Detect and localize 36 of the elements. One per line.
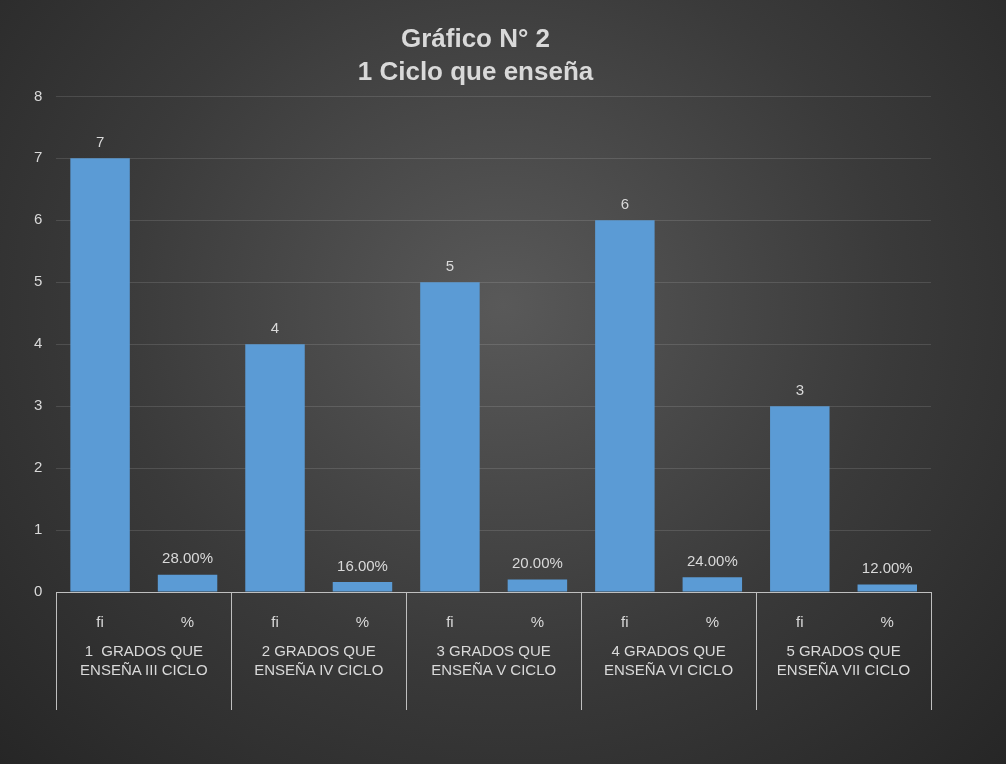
data-label: 28.00% <box>162 549 213 567</box>
y-tick-label: 8 <box>34 86 43 104</box>
chart-subtitle: 1 Ciclo que enseña <box>357 55 594 86</box>
x-tick-label: % <box>880 613 894 631</box>
text: 2 GRADOS QUE ENSEÑA IV CICLO <box>254 641 384 678</box>
x-tick-label: % <box>355 613 370 631</box>
data-label: 20.00% <box>511 554 563 572</box>
y-tick-label: 6 <box>34 210 43 228</box>
x-tick-label: fi <box>271 613 279 631</box>
text: 1 GRADOS QUE ENSEÑA III CICLO <box>80 641 208 678</box>
x-tick-label: % <box>180 613 195 631</box>
text: 3 GRADOS QUE ENSEÑA V CICLO <box>431 641 557 678</box>
data-label: 6 <box>620 194 630 212</box>
data-label: 12.00% <box>861 559 913 577</box>
x-tick-label: fi <box>621 613 629 631</box>
data-label: 16.00% <box>337 556 388 574</box>
y-tick-label: 1 <box>34 520 43 538</box>
x-tick-label: fi <box>446 613 454 631</box>
y-tick-label: 4 <box>34 334 43 352</box>
chart-title: Gráfico N° 2 <box>400 22 551 53</box>
x-tick-label: % <box>530 613 545 631</box>
y-tick-label: 3 <box>34 396 43 414</box>
y-tick-label: 7 <box>34 148 43 166</box>
y-tick-label: 5 <box>34 272 43 290</box>
data-label: 7 <box>95 132 105 150</box>
x-tick-label: fi <box>796 613 804 631</box>
y-tick-label: 0 <box>34 582 43 600</box>
x-tick-label: fi <box>96 613 104 631</box>
data-label: 4 <box>270 318 280 336</box>
data-label: 3 <box>795 380 804 398</box>
data-label: 24.00% <box>686 551 738 569</box>
text: 5 GRADOS QUE ENSEÑA VII CICLO <box>776 641 911 678</box>
data-label: 5 <box>445 256 455 274</box>
text: 4 GRADOS QUE ENSEÑA VI CICLO <box>603 641 734 678</box>
y-tick-label: 2 <box>34 458 43 476</box>
x-tick-label: % <box>705 613 720 631</box>
